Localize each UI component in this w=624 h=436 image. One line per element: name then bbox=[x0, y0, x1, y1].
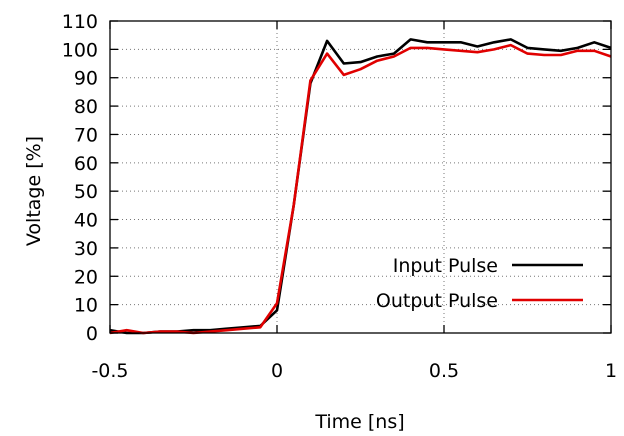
legend-label: Output Pulse bbox=[376, 290, 498, 312]
grid bbox=[110, 21, 611, 333]
x-tick-label: 0 bbox=[271, 360, 283, 382]
series-line-output bbox=[109, 43, 612, 335]
x-axis-label: Time [ns] bbox=[314, 411, 404, 433]
series-lines bbox=[109, 38, 612, 335]
legend: Input Pulse Output Pulse bbox=[376, 255, 583, 312]
x-tick-label: 1 bbox=[605, 360, 617, 382]
y-tick-label: 10 bbox=[74, 295, 98, 317]
y-tick-label: 20 bbox=[74, 266, 98, 288]
legend-label: Input Pulse bbox=[393, 255, 498, 277]
plot-frame bbox=[109, 20, 612, 334]
y-tick-label: 100 bbox=[62, 39, 98, 61]
series-line-input bbox=[109, 38, 612, 335]
y-tick-label: 80 bbox=[74, 96, 98, 118]
y-tick-label: 60 bbox=[74, 153, 98, 175]
y-tick-label: 30 bbox=[74, 238, 98, 260]
y-tick-label: 50 bbox=[74, 181, 98, 203]
y-tick-label: 70 bbox=[74, 124, 98, 146]
x-tick-label: 0.5 bbox=[429, 360, 459, 382]
y-tick-label: 110 bbox=[62, 11, 98, 33]
ticks bbox=[109, 20, 612, 334]
x-tick-label: -0.5 bbox=[91, 360, 128, 382]
y-axis-label: Voltage [%] bbox=[23, 136, 45, 246]
tick-labels: 0 10 20 30 40 50 60 70 80 90 100 110 -0.5 0 0.5 1 bbox=[62, 11, 617, 382]
y-tick-label: 90 bbox=[74, 68, 98, 90]
y-tick-label: 0 bbox=[86, 323, 98, 345]
y-tick-label: 40 bbox=[74, 210, 98, 232]
